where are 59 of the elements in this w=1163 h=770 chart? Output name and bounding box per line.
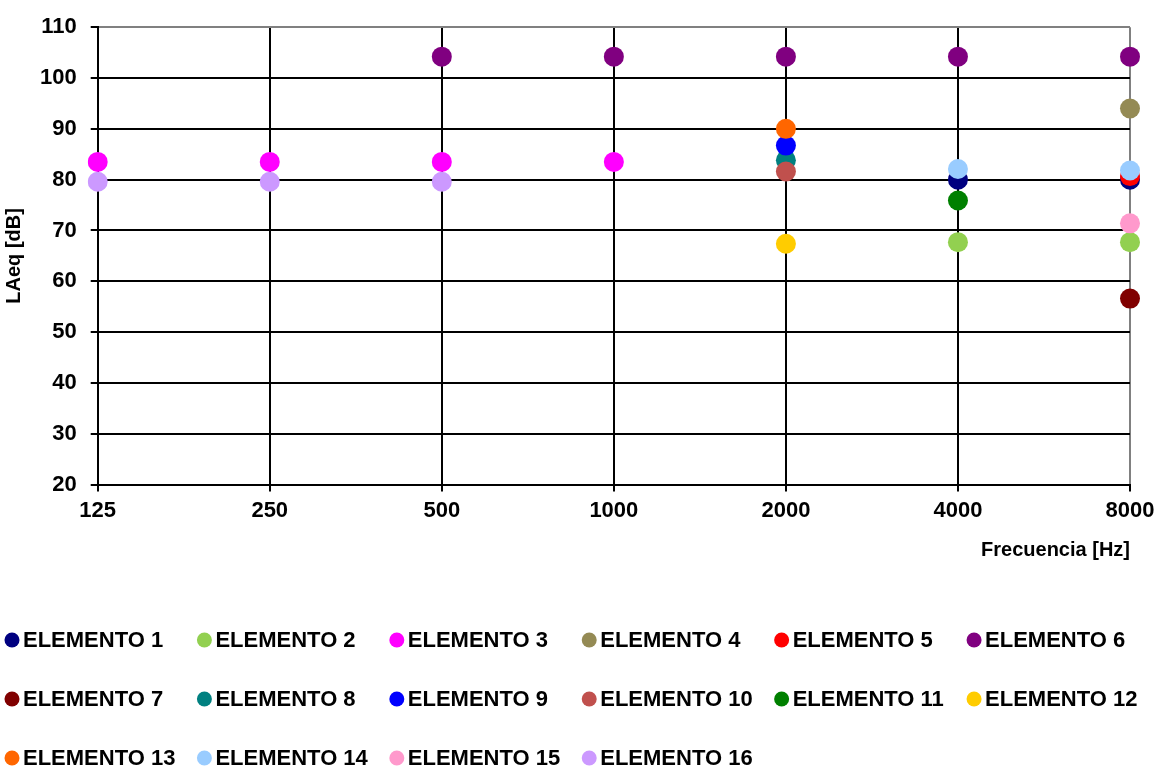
legend-label: ELEMENTO 15 xyxy=(407,745,561,770)
legend-label: ELEMENTO 8 xyxy=(215,686,356,712)
x-tick-label: 8000 xyxy=(1105,496,1155,522)
y-axis-title: LAeq [dB] xyxy=(1,208,24,304)
point xyxy=(1120,288,1140,309)
point xyxy=(775,233,796,254)
legend-label: ELEMENTO 5 xyxy=(792,627,933,653)
x-tick-label: 4000 xyxy=(933,496,983,522)
point xyxy=(1120,160,1140,181)
legend-label: ELEMENTO 7 xyxy=(23,686,164,712)
point xyxy=(431,151,452,172)
point xyxy=(775,46,796,67)
y-tick-label: 80 xyxy=(52,165,77,191)
legend-label: ELEMENTO 3 xyxy=(407,627,549,653)
point xyxy=(775,118,796,139)
legend-label: ELEMENTO 14 xyxy=(215,745,369,770)
point xyxy=(259,151,280,172)
point xyxy=(431,171,452,192)
y-tick-label: 30 xyxy=(52,419,77,445)
point xyxy=(603,151,624,172)
legend-label: ELEMENTO 16 xyxy=(600,745,753,770)
point xyxy=(775,135,796,156)
point xyxy=(1120,46,1140,67)
point xyxy=(431,46,452,67)
x-tick-label: 1000 xyxy=(589,496,639,522)
y-tick-label: 20 xyxy=(52,470,77,496)
point xyxy=(947,190,968,211)
point xyxy=(87,151,108,172)
point xyxy=(775,161,796,182)
legend-label: ELEMENTO 1 xyxy=(23,627,164,653)
y-tick-label: 110 xyxy=(41,13,77,39)
legend-label: ELEMENTO 11 xyxy=(792,686,944,712)
x-tick-label: 125 xyxy=(79,496,117,522)
legend-label: ELEMENTO 4 xyxy=(600,627,742,653)
point xyxy=(1120,213,1140,234)
y-tick-label: 50 xyxy=(52,318,77,344)
legend-label: ELEMENTO 9 xyxy=(407,686,549,712)
point xyxy=(947,46,968,67)
y-tick-label: 90 xyxy=(52,114,77,140)
point xyxy=(259,171,280,192)
point xyxy=(947,158,968,179)
y-tick-label: 40 xyxy=(52,369,77,395)
point xyxy=(87,171,108,192)
point xyxy=(603,46,624,67)
legend-label: ELEMENTO 6 xyxy=(985,627,1126,653)
point xyxy=(1120,232,1140,253)
x-axis-title: Frecuencia [Hz] xyxy=(981,537,1130,560)
point xyxy=(1120,98,1140,119)
legend-label: ELEMENTO 10 xyxy=(600,686,753,712)
x-tick-label: 2000 xyxy=(761,496,811,522)
y-tick-label: 60 xyxy=(52,267,77,293)
legend-label: ELEMENTO 12 xyxy=(985,686,1138,712)
x-tick-label: 250 xyxy=(251,496,289,522)
x-tick-label: 500 xyxy=(423,496,461,522)
point xyxy=(947,232,968,253)
legend-label: ELEMENTO 2 xyxy=(215,627,356,653)
y-tick-label: 70 xyxy=(52,216,77,242)
legend-label: ELEMENTO 13 xyxy=(23,745,176,770)
y-tick-label: 100 xyxy=(39,64,77,90)
